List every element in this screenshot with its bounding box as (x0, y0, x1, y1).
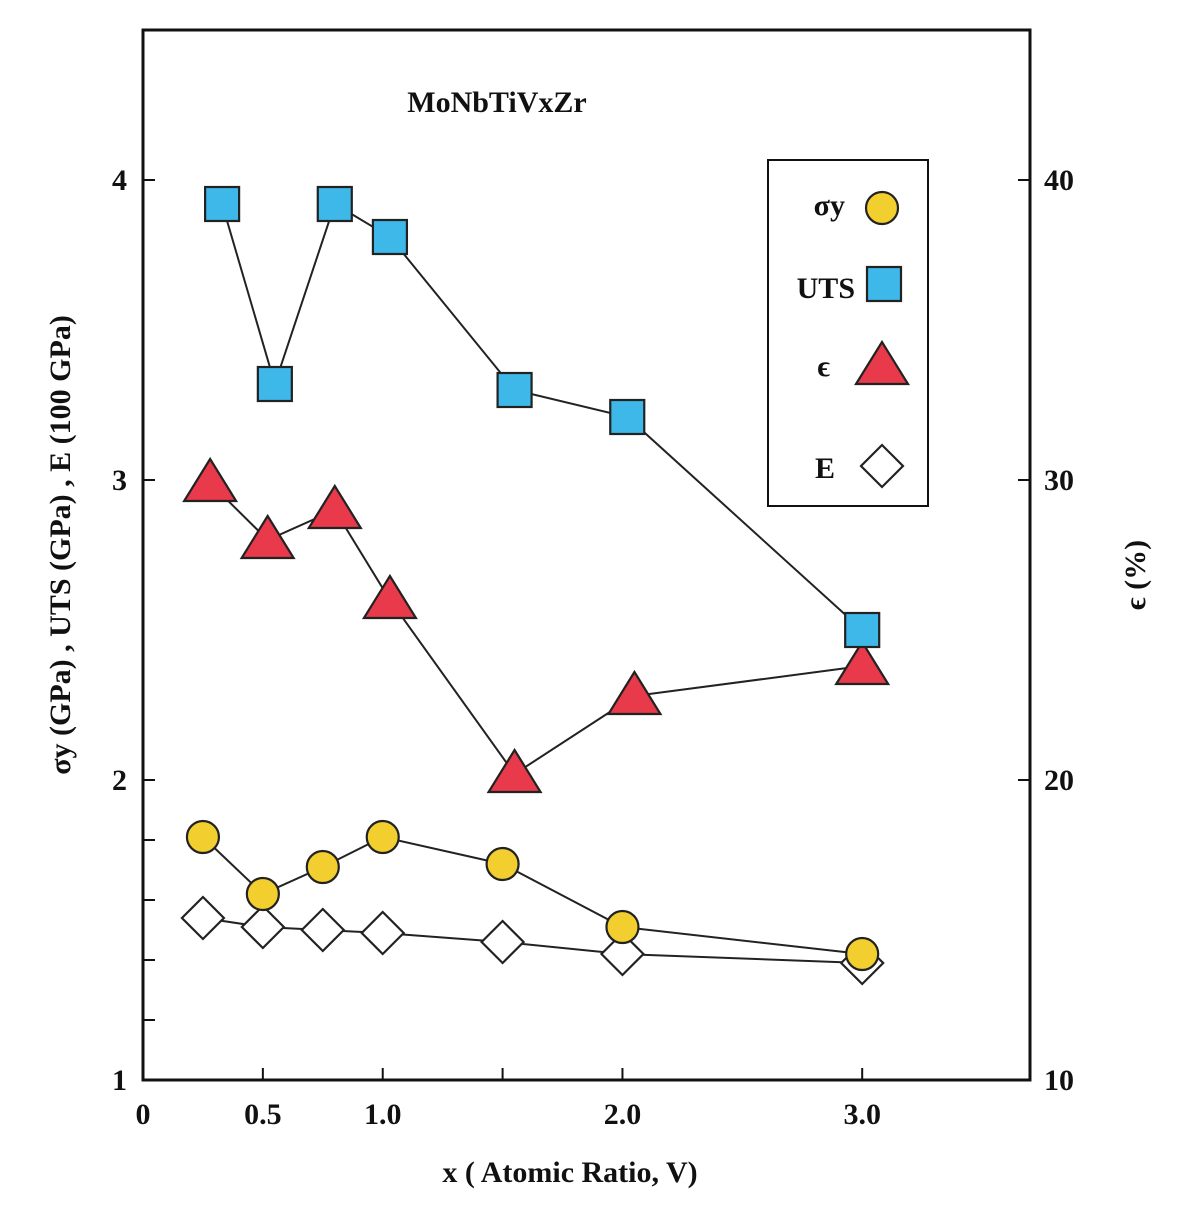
x-axis-title: x ( Atomic Ratio, V) (442, 1156, 697, 1189)
data-point-triangle (834, 639, 891, 686)
series-line-square (221, 202, 863, 631)
y-right-tick-label: 30 (1044, 464, 1074, 497)
data-point-circle (845, 936, 880, 972)
legend-marker-square (865, 265, 903, 303)
data-point-circle (305, 849, 340, 885)
series-line-triangle (209, 482, 863, 776)
data-point-circle (605, 909, 640, 945)
chart-title: MoNbTiVxZr (407, 86, 586, 119)
data-point-diamond (240, 904, 286, 950)
series-line-diamond (202, 917, 863, 964)
x-tick-label: 0 (136, 1098, 151, 1131)
data-point-triangle (239, 513, 296, 560)
data-point-diamond (599, 931, 646, 977)
y-left-tick-label: 4 (112, 164, 127, 197)
y-axis-title-right: ϵ (%) (1119, 540, 1152, 610)
y-axis-title-left: σy (GPa) , UTS (GPa) , E (100 GPa) (44, 315, 77, 775)
y-left-tick-label: 2 (112, 764, 127, 797)
legend-marker-triangle (854, 339, 910, 386)
data-point-triangle (306, 483, 363, 530)
data-point-diamond (480, 919, 526, 965)
data-point-square (256, 365, 293, 403)
data-point-circle (365, 819, 400, 855)
data-point-square (609, 398, 646, 436)
legend-label-e: E (815, 452, 835, 485)
legend-label-epsilon: ϵ (817, 350, 830, 383)
legend-box (767, 159, 929, 507)
data-point-square (316, 185, 353, 223)
legend: σy UTS ϵ E (767, 159, 929, 507)
y-left-tick-label: 3 (112, 464, 127, 497)
axis-ticks: 0 0.5 1.0 2.0 3.0 1 2 3 4 10 20 30 40 (112, 164, 1074, 1131)
data-point-diamond (180, 895, 226, 941)
data-point-triangle (361, 573, 418, 620)
y-right-tick-label: 20 (1044, 764, 1074, 797)
series-line-circle (202, 835, 863, 955)
data-point-circle (485, 846, 520, 882)
data-point-square (204, 185, 241, 223)
data-point-square (371, 218, 409, 256)
x-tick-label: 2.0 (604, 1098, 642, 1131)
plot-frame (141, 28, 1032, 1082)
data-point-circle (245, 876, 280, 912)
x-tick-label: 0.5 (244, 1098, 282, 1131)
data-point-triangle (182, 456, 239, 503)
data-point-square (496, 371, 533, 409)
y-left-tick-label: 1 (112, 1064, 127, 1097)
legend-label-sigma-y: σy (814, 189, 845, 222)
x-tick-label: 3.0 (843, 1098, 881, 1131)
data-point-circle (185, 819, 221, 855)
data-point-diamond (360, 910, 406, 956)
data-point-triangle (606, 669, 663, 716)
series-layer (180, 185, 891, 986)
legend-markers (854, 190, 910, 489)
legend-label-uts: UTS (797, 272, 855, 305)
data-point-square (844, 611, 881, 649)
y-right-tick-label: 40 (1044, 164, 1074, 197)
legend-marker-circle (864, 190, 900, 226)
x-tick-label: 1.0 (364, 1098, 402, 1131)
data-point-diamond (300, 907, 346, 953)
y-right-tick-label: 10 (1044, 1064, 1074, 1097)
legend-marker-diamond (859, 443, 905, 489)
data-point-triangle (486, 747, 543, 794)
